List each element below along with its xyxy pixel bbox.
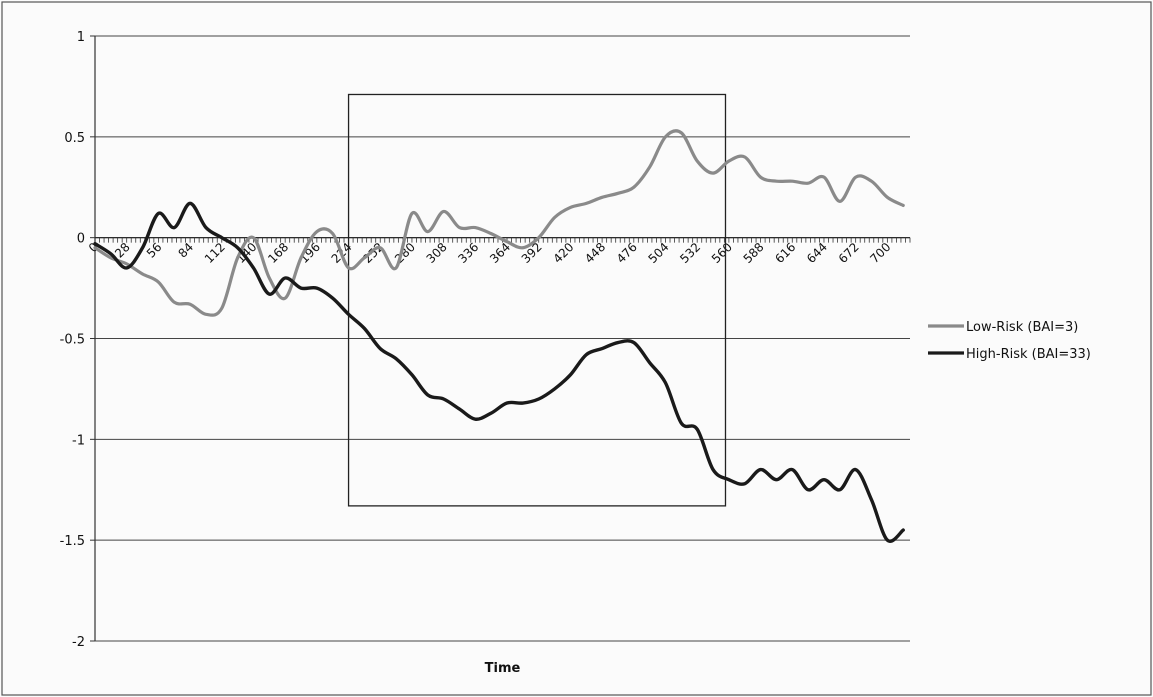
legend-label: Low-Risk (BAI=3): [966, 320, 1078, 335]
x-tick-label: 560: [709, 240, 735, 266]
x-tick-label: 252: [360, 240, 386, 266]
y-tick-label: -2: [72, 635, 85, 650]
x-tick-label: 532: [677, 240, 703, 266]
x-tick-label: 112: [202, 240, 228, 266]
y-tick-label: -1.5: [60, 534, 85, 549]
x-tick-label: 168: [265, 240, 291, 266]
y-tick-label: -1: [72, 433, 85, 448]
x-tick-label: 308: [424, 240, 450, 266]
x-tick-label: 420: [550, 240, 576, 266]
x-tick-label: 616: [772, 240, 798, 266]
x-tick-label: 700: [867, 240, 893, 266]
x-tick-label: 448: [582, 240, 608, 266]
x-axis-title: Time: [485, 661, 521, 676]
y-tick-label: 1: [77, 30, 85, 45]
series-line-low-risk: [93, 129, 905, 317]
legend: Low-Risk (BAI=3) High-Risk (BAI=33): [928, 320, 1091, 362]
x-axis: 0 28 56 84 112 140 168 196 224 252 280 308 336 364 392…: [86, 237, 911, 266]
y-tick-label: 0.5: [64, 131, 85, 146]
series-group: [93, 129, 905, 543]
legend-label: High-Risk (BAI=33): [966, 347, 1091, 362]
series-line-high-risk: [93, 201, 905, 543]
highlight-box: [347, 93, 727, 507]
y-tick-label: -0.5: [60, 333, 85, 348]
x-tick-label: 644: [804, 240, 830, 266]
x-tick-label: 280: [392, 240, 418, 266]
x-tick-label: 336: [455, 240, 481, 266]
x-tick-label: 56: [144, 240, 165, 261]
x-tick-label: 476: [614, 240, 640, 266]
x-tick-label: 672: [836, 240, 862, 266]
x-tick-label: 84: [175, 240, 196, 261]
x-tick-label: 588: [741, 240, 767, 266]
y-axis: 1 0.5 0 -0.5 -1 -1.5 -2: [60, 30, 96, 650]
x-tick-label: 504: [646, 240, 672, 266]
gridlines: [95, 35, 910, 642]
y-tick-label: 0: [77, 232, 85, 247]
